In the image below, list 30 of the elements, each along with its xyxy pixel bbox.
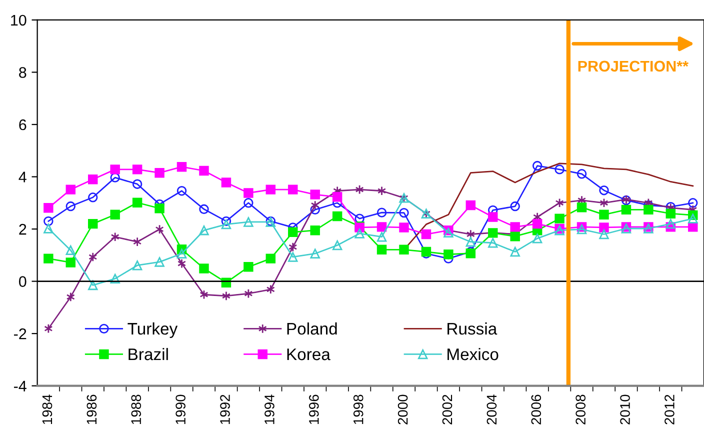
legend-label: Russia — [448, 322, 498, 335]
x-tick-label: 1990 — [176, 394, 186, 424]
y-tick-label: 10 — [11, 14, 26, 26]
x-tick-label: 1994 — [264, 394, 274, 424]
x-tick-label: 1984 — [42, 394, 52, 424]
x-tick-label: 1988 — [131, 394, 142, 424]
x-tick-label: 2000 — [398, 394, 408, 424]
x-tick-label: 2010 — [620, 394, 630, 424]
x-tick-label: 2002 — [442, 394, 452, 424]
x-tick-label: 1996 — [308, 394, 319, 424]
legend-label: Brazil — [128, 348, 168, 360]
legend-label: Turkey — [128, 322, 178, 338]
x-tick-label: 2004 — [486, 394, 497, 424]
x-tick-label: 2012 — [664, 394, 674, 424]
y-tick-label: 0 — [18, 276, 26, 287]
x-tick-label: 1986 — [86, 394, 97, 424]
ref-line-label: PROJECTION** — [578, 60, 689, 72]
legend-label: Korea — [287, 348, 330, 360]
x-tick-label: 2008 — [576, 394, 586, 424]
x-tick-label: 2006 — [531, 394, 542, 424]
legend-label: Mexico — [448, 348, 498, 360]
y-tick-label: -2 — [14, 328, 26, 340]
y-tick-label: 6 — [19, 119, 26, 130]
y-tick-label: 4 — [18, 172, 26, 182]
y-tick-label: -4 — [14, 380, 26, 392]
x-tick-label: 1998 — [353, 394, 364, 424]
y-tick-label: 2 — [19, 224, 26, 235]
legend-label: Poland — [287, 322, 337, 335]
x-tick-label: 1992 — [220, 394, 230, 424]
y-tick-label: 8 — [19, 67, 26, 78]
